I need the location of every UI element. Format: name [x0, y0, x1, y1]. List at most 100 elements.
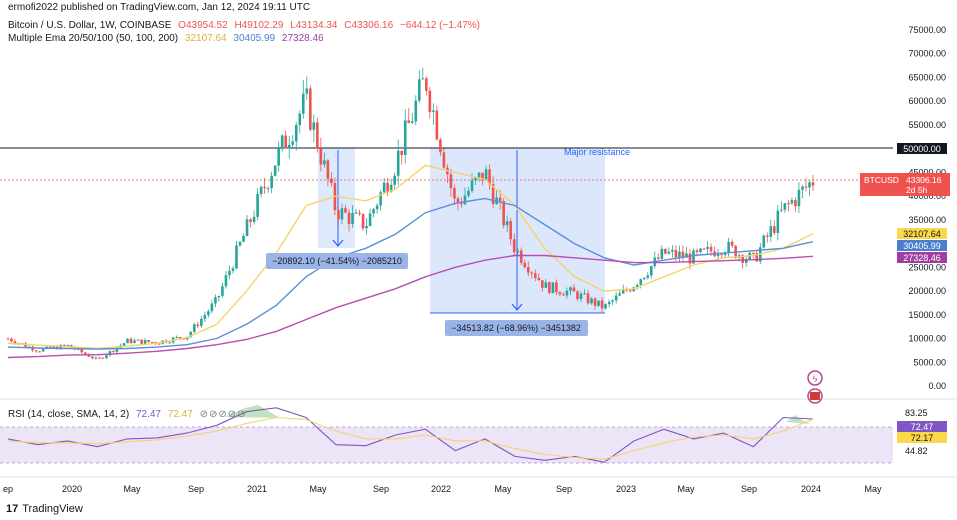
candle-body	[375, 205, 379, 210]
drop-label-bg-2021	[266, 253, 408, 269]
candle-body	[168, 342, 172, 344]
ema-legend[interactable]: Multiple Ema 20/50/100 (50, 100, 200) 32…	[8, 33, 328, 44]
candle-body	[744, 259, 748, 263]
open-value: O43954.52	[178, 20, 228, 31]
candle-body	[59, 344, 63, 350]
candle-body	[755, 253, 759, 262]
candle-body	[477, 172, 481, 178]
candle-body	[720, 254, 723, 256]
candle-body	[699, 248, 702, 253]
ema-line-3	[7, 254, 814, 359]
candle-body	[583, 293, 586, 295]
rsi-settings-icon[interactable]: ⊘⊘⊘⊘⊘	[199, 409, 247, 420]
ema-line-2	[7, 197, 814, 350]
candle-body	[569, 287, 572, 291]
y-tick-label: 55000.00	[908, 120, 946, 130]
candle-body	[256, 193, 259, 217]
rsi-line-2	[7, 416, 814, 460]
candle-body	[657, 257, 660, 259]
candle-body	[709, 246, 713, 252]
candle-body	[562, 294, 565, 296]
candle-body	[692, 250, 695, 264]
candle-body	[410, 121, 414, 124]
candle-body	[442, 152, 446, 168]
candle-body	[421, 78, 425, 80]
rsi-legend[interactable]: RSI (14, close, SMA, 14, 2) 72.47 72.47 …	[8, 409, 250, 420]
y-tick-label: 70000.00	[908, 49, 946, 59]
candle-body	[316, 122, 319, 149]
candle-body	[270, 175, 273, 189]
candle-body	[808, 182, 811, 188]
candle-body	[298, 113, 302, 126]
candle-body	[741, 255, 744, 263]
candle-body	[228, 270, 231, 276]
candle-body	[730, 241, 734, 246]
candle-body	[642, 277, 646, 280]
candle-body	[6, 338, 10, 340]
candle-body	[607, 301, 611, 305]
candle-body	[425, 78, 428, 91]
candle-body	[203, 315, 207, 319]
rsi-tick-bottom: 44.82	[905, 446, 928, 456]
candle-body	[175, 337, 179, 339]
candle-body	[101, 357, 105, 359]
rsi-label: RSI (14, close, SMA, 14, 2)	[8, 409, 130, 420]
candle-body	[326, 160, 330, 179]
x-tick-label: 2022	[431, 484, 451, 494]
candle-body	[291, 141, 295, 145]
candle-body	[474, 177, 477, 181]
candle-body	[611, 300, 614, 302]
ema-line-1	[7, 164, 814, 350]
candle-body	[667, 251, 671, 254]
candle-body	[727, 241, 730, 254]
candle-body	[773, 226, 776, 233]
candle-body	[368, 213, 372, 226]
candle-body	[235, 245, 238, 269]
rsi-sma-tag-bg	[897, 432, 947, 443]
candle-body	[541, 280, 544, 288]
candle-body	[751, 252, 755, 254]
lightning-event-icon[interactable]	[807, 370, 823, 386]
symbol-legend[interactable]: Bitcoin / U.S. Dollar, 1W, COINBASE O439…	[8, 20, 484, 31]
candle-body	[790, 200, 794, 204]
candle-body	[245, 219, 249, 237]
candle-body	[555, 282, 558, 293]
candle-body	[519, 250, 523, 263]
candle-body	[537, 277, 541, 281]
candle-body	[344, 208, 347, 213]
candle-body	[463, 195, 467, 205]
candle-body	[372, 209, 375, 214]
candle-body	[238, 241, 242, 246]
rsi-overbought-fill-2023	[786, 415, 810, 424]
candle-body	[621, 289, 625, 294]
candle-body	[618, 293, 621, 296]
candle-body	[115, 347, 119, 352]
x-tick-label: Sep	[373, 484, 389, 494]
candle-body	[34, 350, 38, 352]
candle-body	[319, 148, 323, 165]
candle-body	[548, 282, 551, 294]
resistance-label: Major resistance	[564, 147, 630, 157]
y-tick-label: 25000.00	[908, 262, 946, 272]
close-value: C43306.16	[344, 20, 394, 31]
tradingview-logo[interactable]: 17 TradingView	[6, 503, 83, 515]
candle-body	[804, 186, 808, 188]
price-tag-value: 43306.16	[906, 175, 942, 185]
candle-body	[660, 248, 664, 259]
high-value: H49102.29	[234, 20, 284, 31]
tradingview-logo-text: TradingView	[22, 503, 83, 515]
publisher-line: ermofi2022 published on TradingView.com,…	[8, 2, 311, 13]
candle-body	[776, 210, 780, 233]
ema50-value: 32107.64	[184, 33, 227, 44]
candle-body	[280, 135, 284, 147]
y-tick-label: 35000.00	[908, 215, 946, 225]
candle-body	[460, 203, 463, 205]
candle-body	[284, 135, 288, 149]
candle-body	[766, 235, 769, 237]
candle-body	[558, 292, 562, 295]
rsi-sma-tag: 72.17	[911, 433, 934, 443]
candle-body	[312, 122, 316, 130]
candle-body	[309, 88, 312, 130]
candle-body	[189, 331, 193, 337]
candle-body	[365, 225, 368, 229]
